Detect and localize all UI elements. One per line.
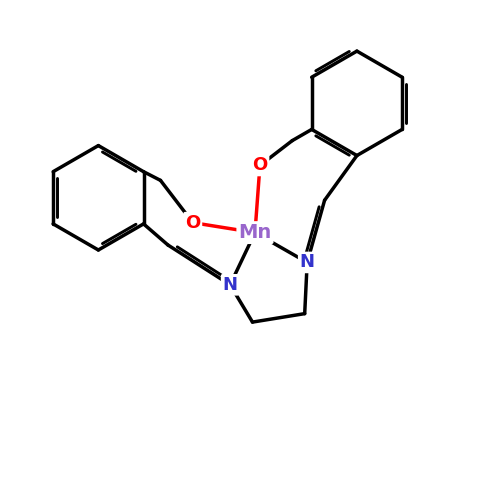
Text: O: O (185, 214, 200, 232)
Text: N: N (300, 254, 314, 272)
Text: O: O (252, 156, 268, 174)
Text: N: N (222, 276, 238, 294)
Text: Mn: Mn (238, 223, 272, 242)
